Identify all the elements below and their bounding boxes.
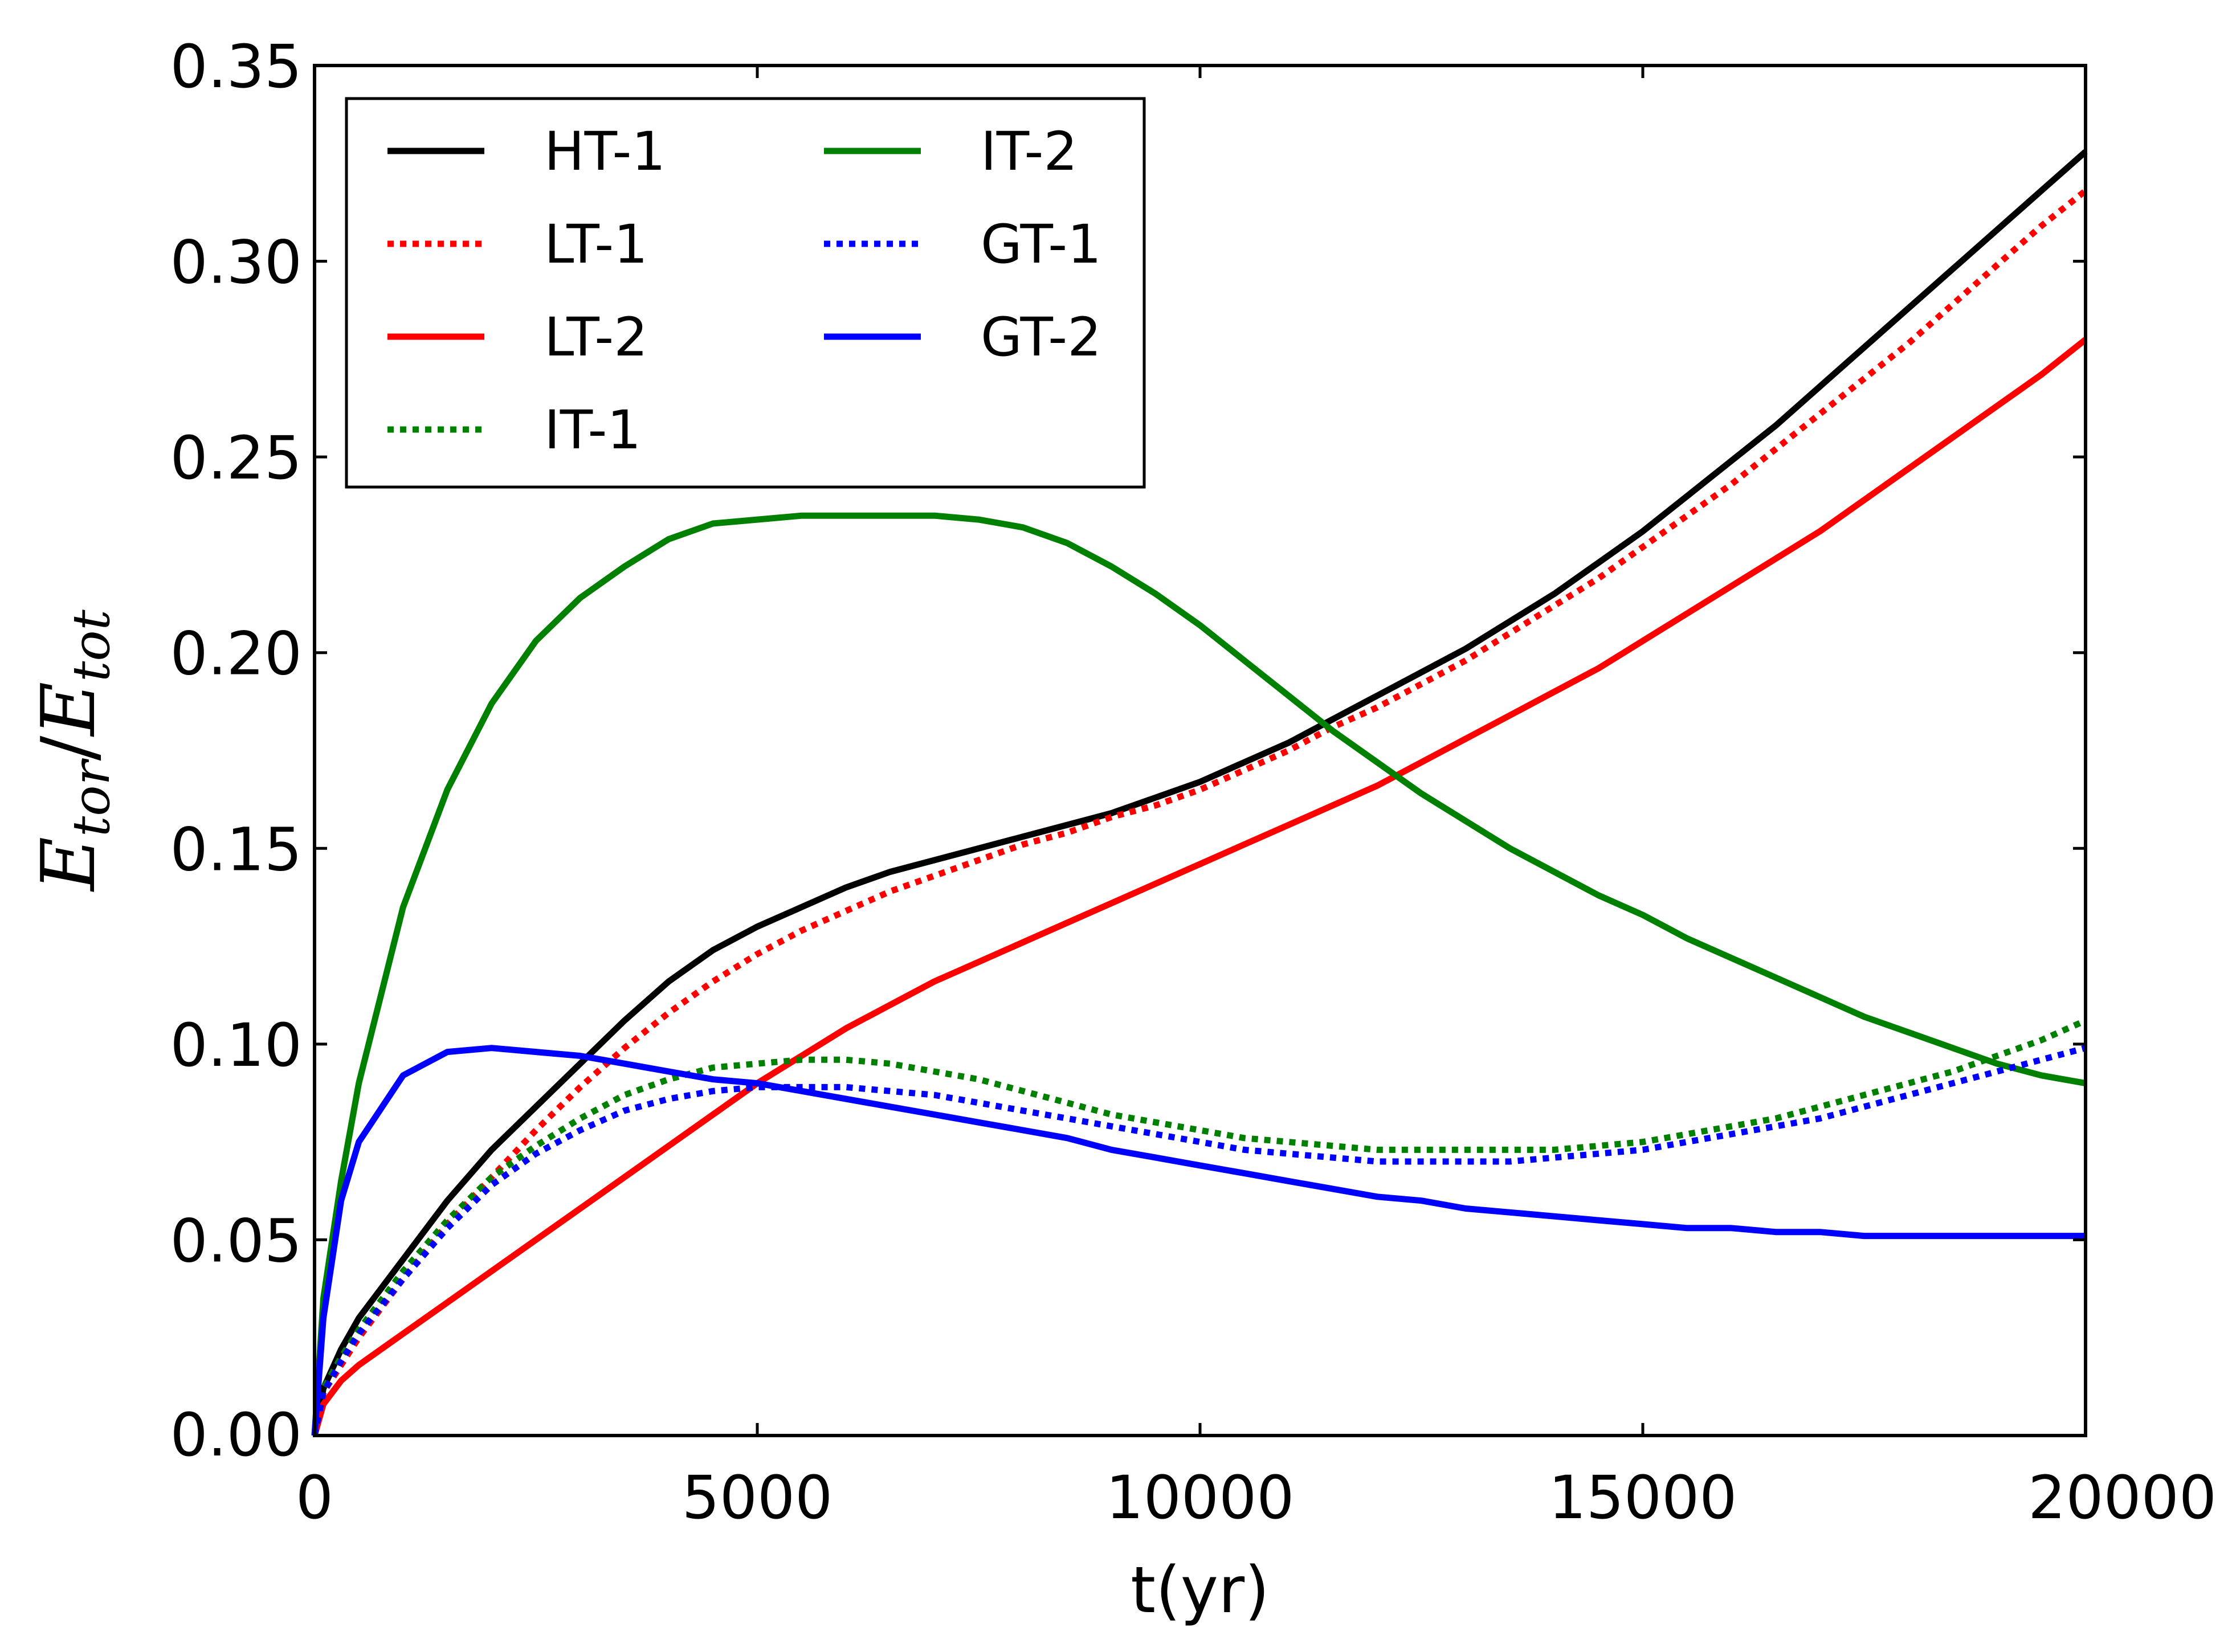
- y-label-base: E: [25, 837, 112, 892]
- series-line-gt-2: [311, 1045, 2086, 1436]
- y-tick-label-0.15: 0.15: [170, 815, 302, 884]
- y-tick-label-0.00: 0.00: [170, 1400, 302, 1470]
- legend-frame: [345, 97, 1146, 489]
- y-tick-label-0.10: 0.10: [170, 1011, 302, 1080]
- x-tick-label-15000: 15000: [1549, 1463, 1737, 1532]
- x-tick-label-0: 0: [296, 1463, 333, 1532]
- y-tick-label-0.25: 0.25: [170, 423, 302, 493]
- series-layer: [311, 149, 2088, 1437]
- y-label-slash: /: [25, 735, 112, 760]
- y-tick-label-0.20: 0.20: [170, 619, 302, 689]
- series-line-lt-2: [311, 337, 2088, 1437]
- legend-label-it-1: IT-1: [544, 399, 641, 461]
- y-label-den-base: E: [25, 682, 112, 737]
- x-tick-label-10000: 10000: [1106, 1463, 1295, 1532]
- series-line-gt-1: [311, 1045, 2087, 1437]
- legend-label-lt-2: LT-2: [544, 306, 648, 369]
- x-tick-label-20000: 20000: [2028, 1463, 2217, 1532]
- series-line-lt-1: [311, 188, 2088, 1437]
- series-line-it-1: [311, 1017, 2087, 1437]
- y-tick-label-0.35: 0.35: [170, 32, 302, 101]
- legend-label-gt-2: GT-2: [981, 306, 1101, 369]
- y-tick-label-0.05: 0.05: [170, 1206, 302, 1275]
- series-line-ht-1: [311, 149, 2088, 1437]
- svg-text:Etor/Etot: Etor/Etot: [25, 609, 121, 892]
- y-axis-label: Etor/Etot: [25, 609, 121, 892]
- x-tick-label-5000: 5000: [682, 1463, 833, 1532]
- plot-frame: [313, 64, 2087, 1437]
- tick-labels-layer: 0 5000 10000 15000 20000 0.00 0.05 0.10 0.15 0.20…: [170, 32, 2217, 1532]
- legend-label-gt-1: GT-1: [981, 214, 1101, 276]
- legend-label-it-2: IT-2: [981, 121, 1078, 183]
- x-axis-label: t(yr): [1131, 1553, 1270, 1628]
- legend-label-ht-1: HT-1: [544, 121, 666, 183]
- legend: HT-1 LT-1 LT-2 IT-1 IT-2 GT-1 GT-2: [345, 97, 1146, 489]
- y-tick-label-0.30: 0.30: [170, 228, 302, 297]
- y-label-den-sub: tot: [62, 609, 121, 681]
- y-label-num-sub: tor: [62, 758, 121, 837]
- legend-label-lt-1: LT-1: [544, 214, 648, 276]
- series-line-it-2: [311, 512, 2086, 1436]
